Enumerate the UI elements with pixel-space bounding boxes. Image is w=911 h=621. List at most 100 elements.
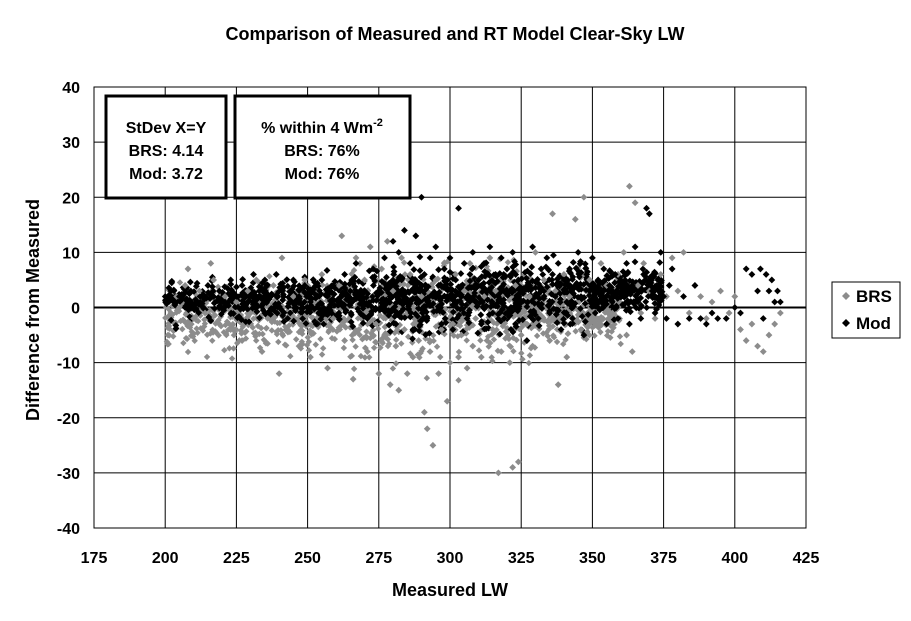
mod-point xyxy=(323,267,331,274)
brs-point xyxy=(554,381,562,389)
brs-point xyxy=(398,340,405,347)
brs-point xyxy=(252,276,260,284)
brs-point xyxy=(717,287,724,295)
mod-point xyxy=(552,311,560,318)
brs-point xyxy=(244,314,251,321)
mod-point xyxy=(527,270,534,278)
mod-point xyxy=(222,302,229,310)
mod-point xyxy=(500,280,508,288)
mod-point xyxy=(227,280,235,288)
legend-mod-marker xyxy=(842,319,850,327)
mod-point xyxy=(768,276,776,284)
brs-point xyxy=(628,348,636,355)
brs-point xyxy=(526,352,534,359)
brs-point xyxy=(702,315,710,322)
mod-point xyxy=(536,303,544,310)
mod-point xyxy=(489,309,497,317)
mod-point xyxy=(447,280,455,288)
mod-point xyxy=(239,289,247,297)
brs-point xyxy=(472,315,480,322)
mod-point xyxy=(575,268,583,276)
brs-point xyxy=(441,330,448,338)
mod-point xyxy=(193,279,201,287)
mod-point xyxy=(697,315,705,322)
brs-point xyxy=(532,304,540,312)
brs-point xyxy=(212,328,219,335)
mod-point xyxy=(324,293,331,300)
brs-point xyxy=(287,353,294,360)
mod-point xyxy=(335,309,343,317)
mod-point xyxy=(553,319,561,327)
brs-point xyxy=(560,340,567,348)
mod-point xyxy=(449,301,457,309)
mod-point xyxy=(292,297,300,305)
mod-point xyxy=(557,295,564,303)
brs-point xyxy=(284,326,292,333)
brs-point xyxy=(420,408,428,416)
mod-point xyxy=(437,294,445,302)
mod-point xyxy=(165,291,173,299)
brs-point xyxy=(410,320,417,328)
mod-point xyxy=(482,325,490,333)
mod-point xyxy=(283,276,291,283)
mod-point xyxy=(460,260,468,267)
brs-point xyxy=(759,348,767,355)
mod-point xyxy=(280,309,288,317)
mod-point xyxy=(762,271,770,278)
x-tick-label: 300 xyxy=(437,550,464,567)
mod-point xyxy=(665,282,673,289)
mod-point xyxy=(208,283,216,291)
brs-point xyxy=(620,248,628,256)
brs-point xyxy=(209,337,216,344)
brs-point xyxy=(195,287,203,295)
mod-point xyxy=(263,281,271,289)
mod-point xyxy=(299,315,307,323)
mod-point xyxy=(571,300,579,307)
brs-point xyxy=(226,321,233,328)
mod-point xyxy=(369,297,377,304)
mod-point xyxy=(181,304,189,311)
mod-point xyxy=(621,272,629,279)
brs-point xyxy=(463,364,471,372)
brs-point xyxy=(328,325,335,332)
brs-point xyxy=(179,325,186,333)
brs-point xyxy=(575,318,582,325)
mod-point xyxy=(411,283,419,291)
mod-point xyxy=(577,293,585,300)
brs-point xyxy=(518,323,526,330)
brs-point xyxy=(640,260,648,267)
brs-point xyxy=(456,322,464,330)
mod-point xyxy=(606,282,613,289)
mod-point xyxy=(418,282,426,290)
mod-point xyxy=(324,288,332,295)
mod-point xyxy=(606,267,614,275)
mod-point xyxy=(446,254,454,262)
mod-point xyxy=(484,270,492,278)
brs-point xyxy=(495,469,502,477)
mod-point xyxy=(439,309,447,316)
mod-point xyxy=(339,289,347,297)
mod-point xyxy=(453,314,461,322)
mod-point xyxy=(435,266,442,274)
mod-point xyxy=(457,293,465,300)
mod-point xyxy=(543,283,551,291)
mod-point xyxy=(335,315,343,323)
mod-point xyxy=(273,309,281,317)
mod-point xyxy=(171,301,179,309)
mod-point xyxy=(543,254,551,262)
y-tick-label: -40 xyxy=(57,521,80,538)
mod-point xyxy=(469,264,477,272)
mod-point xyxy=(346,280,354,288)
mod-point xyxy=(253,304,260,311)
mod-point xyxy=(532,278,539,286)
mod-point xyxy=(466,277,474,285)
brs-point xyxy=(363,328,370,335)
brs-point xyxy=(608,309,616,317)
brs-point xyxy=(349,375,357,383)
mod-point xyxy=(226,291,234,299)
brs-point xyxy=(477,337,484,344)
brs-point xyxy=(222,321,229,329)
brs-point xyxy=(507,277,514,284)
mod-point xyxy=(581,318,589,325)
brs-point xyxy=(466,324,473,331)
